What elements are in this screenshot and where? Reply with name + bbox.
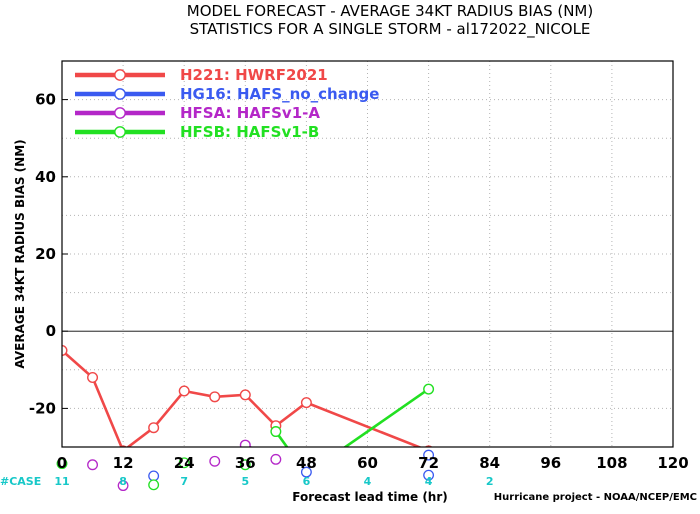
series-layer [62, 345, 435, 447]
legend-label: H221: HWRF2021 [180, 66, 328, 84]
data-point [423, 383, 435, 395]
y-axis-label: AVERAGE 34KT RADIUS BIAS (NM) [13, 139, 27, 368]
data-point [239, 389, 251, 401]
case-count: 4 [425, 475, 433, 488]
grid [62, 61, 673, 447]
x-tick-label: 84 [479, 454, 500, 472]
series-line [62, 349, 423, 447]
data-point [239, 439, 251, 447]
legend-entry: H221: HWRF2021 [75, 66, 328, 84]
case-count: 6 [303, 475, 311, 488]
series-3 [270, 383, 435, 447]
off-scale-point [56, 458, 68, 470]
data-point [270, 426, 282, 438]
off-scale-point [178, 457, 190, 469]
legend-label: HFSB: HAFSv1-B [180, 123, 319, 141]
case-count: 11 [54, 475, 69, 488]
series-0 [62, 345, 433, 447]
x-tick-label: 60 [357, 454, 378, 472]
chart-title-line-1: MODEL FORECAST - AVERAGE 34KT RADIUS BIA… [187, 2, 593, 20]
case-counts: 11 8 7 5 6 4 4 2 [54, 475, 493, 488]
x-tick-label: 48 [296, 454, 317, 472]
y-tick-label: -20 [29, 399, 56, 417]
case-count: 4 [364, 475, 372, 488]
y-tick-label: 60 [35, 91, 56, 109]
legend-marker [114, 88, 126, 100]
off-scale-point [239, 459, 251, 471]
off-scale-point [148, 479, 160, 491]
legend-marker [114, 69, 126, 81]
x-tick-label: 96 [540, 454, 561, 472]
x-tick-label: 36 [235, 454, 256, 472]
y-tick-label: 40 [35, 168, 56, 186]
chart-title-line-2: STATISTICS FOR A SINGLE STORM - al172022… [190, 20, 591, 39]
legend-entry: HFSA: HAFSv1-A [75, 104, 320, 122]
off-scale-point [270, 453, 282, 465]
data-point [178, 385, 190, 397]
credit-text: Hurricane project - NOAA/NCEP/EMC [494, 492, 697, 503]
off-scale-point [423, 449, 435, 461]
series-2 [239, 439, 253, 447]
x-tick-label: 108 [596, 454, 627, 472]
y-tick-label: 0 [46, 322, 56, 340]
x-tick-label: 0 [57, 454, 67, 472]
case-count: 8 [119, 475, 127, 488]
legend-label: HG16: HAFS_no_change [180, 85, 379, 103]
x-axis-label: Forecast lead time (hr) [292, 490, 448, 504]
case-count: 7 [180, 475, 188, 488]
legend-label: HFSA: HAFSv1-A [180, 104, 320, 122]
x-tick-label: 120 [657, 454, 688, 472]
off-scale-point [87, 459, 99, 471]
data-point [209, 391, 221, 403]
tick-labels: 0 12 24 36 48 60 72 84 96 108 120 -20 0 20 40 60 [29, 91, 689, 472]
off-scale-point [423, 469, 435, 481]
off-scale-point [300, 466, 312, 478]
x-tick-label: 72 [418, 454, 439, 472]
case-count: 5 [241, 475, 249, 488]
off-scale-point [117, 480, 129, 492]
x-tick-label: 12 [113, 454, 134, 472]
data-point [87, 372, 99, 384]
case-count: 2 [486, 475, 494, 488]
off-scale-point [209, 455, 221, 467]
legend-entry: HFSB: HAFSv1-B [75, 123, 319, 141]
x-tick-label: 24 [174, 454, 195, 472]
off-scale-point [148, 470, 160, 482]
data-point [300, 397, 312, 409]
y-tick-label: 20 [35, 245, 56, 263]
legend-marker [114, 126, 126, 138]
legend-marker [114, 107, 126, 119]
below-axis-markers [56, 449, 435, 492]
legend-entry: HG16: HAFS_no_change [75, 85, 379, 103]
series-line [274, 388, 430, 447]
case-label: #CASE [0, 475, 41, 488]
data-point [148, 422, 160, 434]
